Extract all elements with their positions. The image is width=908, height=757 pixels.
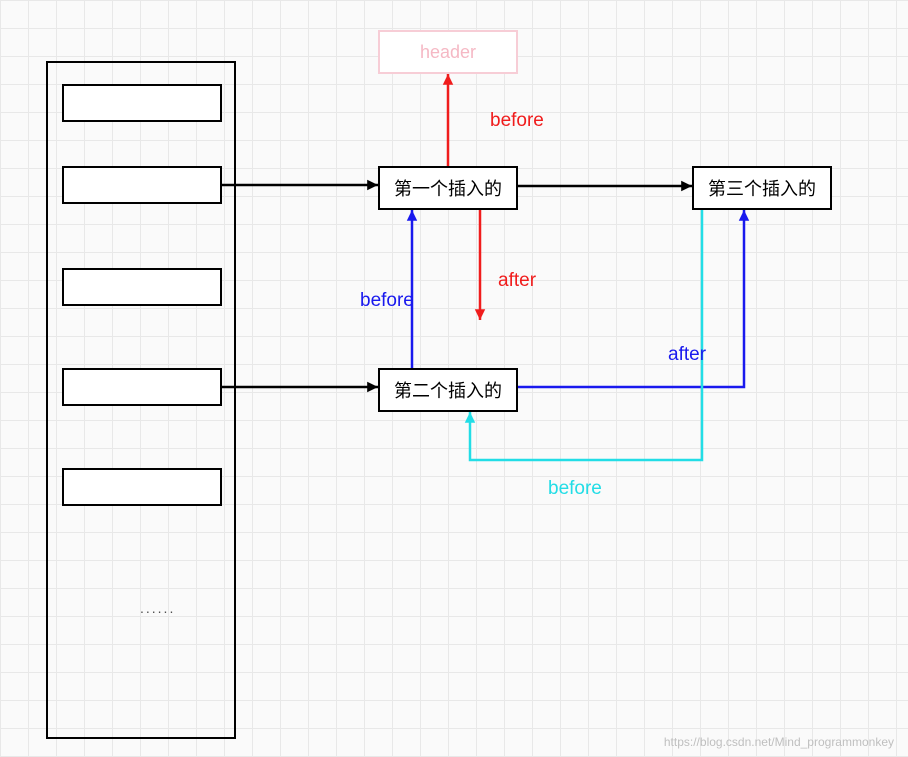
arrowhead-second-before-first (407, 210, 417, 221)
arrowhead-first-after-second (475, 309, 485, 320)
edge-label: after (668, 344, 706, 366)
watermark: https://blog.csdn.net/Mind_programmonkey (664, 735, 894, 749)
arrowhead-third-before-second (465, 412, 475, 423)
arrowhead-slot2-to-first (367, 180, 378, 190)
edge-label: before (490, 110, 544, 132)
arrowhead-slot4-to-second (367, 382, 378, 392)
edge-second-after-third (518, 210, 744, 387)
edge-third-before-second (470, 210, 702, 460)
edge-label: before (548, 478, 602, 500)
arrowhead-first-to-third (681, 181, 692, 191)
arrowhead-first-to-header (443, 74, 453, 85)
arrows-layer (0, 0, 908, 757)
edge-label: after (498, 270, 536, 292)
arrowhead-second-after-third (739, 210, 749, 221)
edge-label: before (360, 290, 414, 312)
